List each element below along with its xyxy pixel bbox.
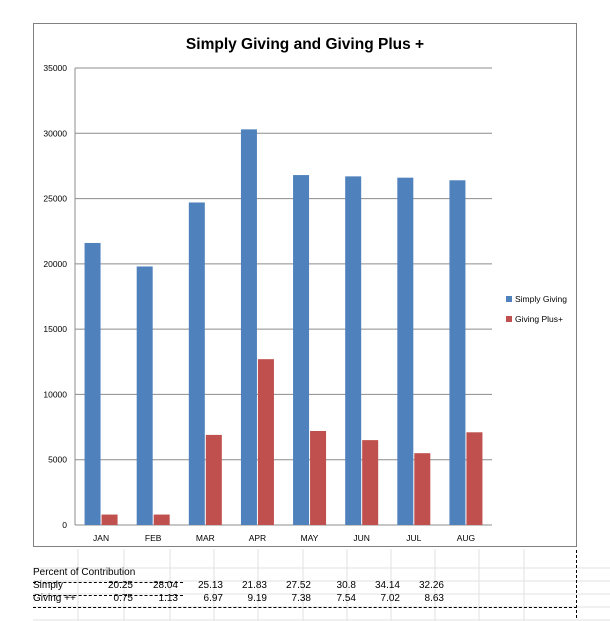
- y-tick-label: 25000: [43, 194, 67, 204]
- chart-title: Simply Giving and Giving Plus +: [185, 36, 425, 53]
- y-tick-label: 30000: [43, 128, 67, 138]
- row-label: Giving ++: [33, 593, 76, 604]
- table-heading: Percent of Contribution: [33, 567, 136, 578]
- legend-item-simply-giving: Simply Giving: [506, 289, 567, 309]
- x-tick-label: FEB: [145, 533, 162, 543]
- table-row-giving: Giving ++ 0.75 1.13 6.97 9.19 7.38 7.54 7.02 8.…: [33, 593, 444, 606]
- bar-simply-giving-may: [293, 175, 310, 525]
- x-tick-label: JAN: [93, 533, 109, 543]
- legend-label-simply-giving: Simply Giving: [515, 294, 567, 304]
- bar-giving-plus-jul: [414, 453, 431, 525]
- bar-simply-giving-jan: [84, 242, 101, 526]
- table-cell: 21.83: [241, 580, 267, 591]
- table-cell: 32.26: [418, 580, 444, 591]
- row-label: Simply: [33, 580, 64, 591]
- table-cell: 7.02: [380, 593, 400, 604]
- bar-simply-giving-mar: [188, 202, 205, 525]
- y-tick-label: 15000: [43, 324, 67, 334]
- bar-simply-giving-apr: [240, 129, 257, 525]
- table-cell: 34.14: [374, 580, 400, 591]
- y-tick-label: 20000: [43, 259, 67, 269]
- x-tick-label: MAR: [196, 533, 215, 543]
- table-cell: 9.19: [247, 593, 267, 604]
- table-cell: 20.25: [107, 580, 133, 591]
- table-cell: 25.13: [197, 580, 223, 591]
- bar-simply-giving-aug: [449, 180, 466, 525]
- y-tick-label: 10000: [43, 389, 67, 399]
- bar-giving-plus-aug: [466, 432, 483, 525]
- x-tick-label: APR: [249, 533, 266, 543]
- table-cell: 27.52: [285, 580, 311, 591]
- legend-swatch-giving-plus: [506, 316, 512, 322]
- table-cell: 1.13: [158, 593, 178, 604]
- x-tick-label: AUG: [457, 533, 475, 543]
- cell-border: [33, 582, 183, 583]
- bar-giving-plus-apr: [257, 359, 274, 525]
- table-cell: 28.04: [152, 580, 178, 591]
- bar-simply-giving-feb: [136, 266, 153, 525]
- x-tick-label: JUL: [406, 533, 421, 543]
- x-tick-label: JUN: [353, 533, 370, 543]
- table-cell: 8.63: [424, 593, 444, 604]
- bar-giving-plus-feb: [153, 514, 170, 525]
- table-cell: 7.54: [336, 593, 356, 604]
- bar-giving-plus-jan: [101, 514, 118, 525]
- legend-item-giving-plus: Giving Plus+: [506, 309, 567, 329]
- bar-simply-giving-jun: [345, 176, 362, 526]
- page-break-horizontal: [33, 607, 577, 608]
- y-tick-label: 35000: [43, 63, 67, 73]
- legend-label-giving-plus: Giving Plus+: [515, 314, 563, 324]
- legend: Simply Giving Giving Plus+: [506, 289, 567, 329]
- bar-simply-giving-jul: [397, 177, 414, 525]
- y-tick-label: 0: [62, 520, 67, 530]
- x-tick-label: MAY: [301, 533, 319, 543]
- legend-swatch-simply-giving: [506, 296, 512, 302]
- y-tick-label: 5000: [48, 455, 67, 465]
- bar-giving-plus-mar: [205, 434, 222, 525]
- table-cell: 0.75: [113, 593, 133, 604]
- bar-giving-plus-may: [310, 430, 327, 525]
- table-row-simply: Simply 20.25 28.04 25.13 21.83 27.52 30.8 34.1…: [33, 580, 444, 593]
- cell-border: [33, 595, 183, 596]
- bar-giving-plus-jun: [362, 440, 379, 525]
- table-cell: 30.8: [336, 580, 356, 591]
- table-cell: 6.97: [203, 593, 223, 604]
- page-break-vertical: [576, 550, 577, 618]
- table-cell: 7.38: [291, 593, 311, 604]
